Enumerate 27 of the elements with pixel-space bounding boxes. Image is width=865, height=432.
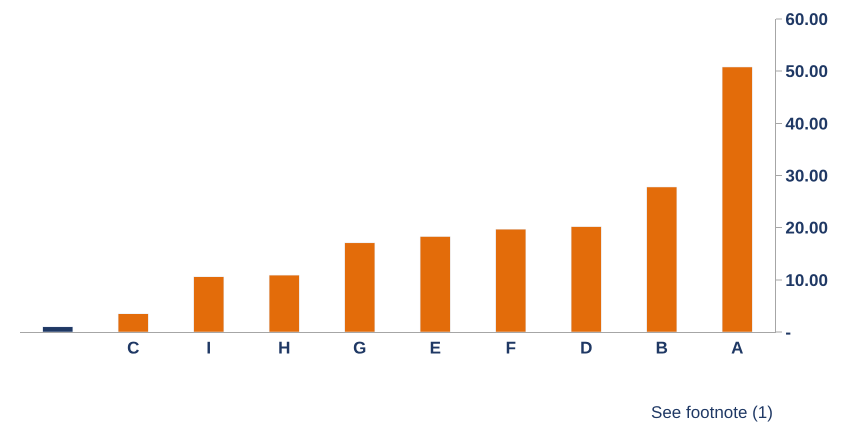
y-tick-label: 40.00 <box>785 114 828 134</box>
bar <box>646 186 678 332</box>
bar <box>42 326 74 332</box>
x-tick-label: I <box>206 338 212 358</box>
bar <box>193 276 224 332</box>
bar <box>268 274 300 332</box>
x-tick-label: F <box>506 338 516 358</box>
bar <box>722 66 753 332</box>
x-tick-label: A <box>731 338 744 358</box>
bar <box>495 228 526 332</box>
bar <box>420 236 451 332</box>
y-tick-label: 10.00 <box>785 270 828 290</box>
y-tick-label: 30.00 <box>785 166 828 186</box>
y-tick-label: 20.00 <box>785 218 828 238</box>
x-tick-label: G <box>353 338 366 358</box>
x-tick-label: D <box>580 338 592 358</box>
bar <box>344 242 376 332</box>
x-tick-label: H <box>278 338 290 358</box>
text: See footnote (1) <box>651 403 773 422</box>
x-tick-label: E <box>430 338 441 358</box>
x-tick-label: C <box>127 338 140 358</box>
x-tick-label: B <box>656 338 668 358</box>
bar <box>570 226 602 332</box>
y-tick-label: - <box>785 322 792 342</box>
y-tick-label: 50.00 <box>785 62 828 82</box>
bar <box>118 313 149 332</box>
y-tick-label: 60.00 <box>785 10 828 29</box>
